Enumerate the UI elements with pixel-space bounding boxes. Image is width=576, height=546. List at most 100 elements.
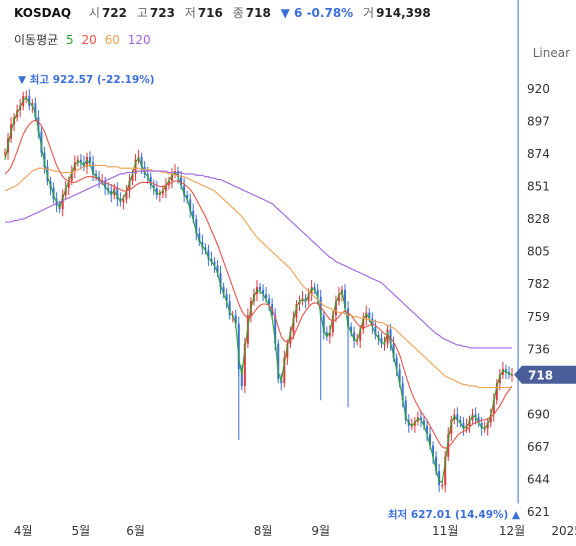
candle-body [435,456,438,471]
x-tick-label: 9월 [311,524,330,538]
candle-body [432,445,435,457]
candle-body [292,318,295,333]
candle-body [380,337,383,344]
candle-body [161,190,164,194]
y-tick-label: 874 [527,147,550,161]
ma-60-line [4,164,512,389]
candle-body [468,420,471,426]
candle-body [92,162,95,174]
y-tick-label: 920 [527,82,550,96]
candle-body [392,343,395,358]
candle-body [319,296,322,316]
y-tick-label: 805 [527,245,550,259]
candle-body [386,329,389,344]
volume-label: 거 [363,6,375,20]
candle-body [192,210,195,220]
candle-body [325,332,328,337]
candle-body [134,159,137,174]
candle-body [495,383,498,401]
ma-60-label: 60 [104,33,120,47]
y-tick-label: 828 [527,212,550,226]
candle-body [486,422,489,429]
candle-body [131,173,134,181]
candle-body [501,369,504,375]
ma-5-label: 5 [66,33,74,47]
ma-5-line [4,96,513,484]
candle-body [347,308,350,327]
candle-body [511,374,513,376]
candle-body [237,323,240,370]
candle-body [337,294,340,302]
candle-body [286,343,289,358]
candle-body [167,180,170,186]
last-price-label: 718 [528,368,553,382]
candle-body [350,326,353,333]
candle-body [140,156,143,167]
x-tick-label: 8월 [254,524,273,538]
candle-body [85,156,88,167]
candle-body [389,329,392,344]
candle-body [429,434,432,446]
candle-body [73,162,76,172]
candle-body [277,343,280,380]
candle-body [34,103,37,118]
candle-body [225,294,228,302]
candle-body [489,414,492,423]
moving-average-title: 이동평균 [14,33,59,47]
candle-body [474,414,477,418]
candle-body [359,329,362,341]
candle-body [158,193,161,196]
x-tick-label: 4월 [14,524,33,538]
ma-120-label: 120 [127,33,151,47]
candle-body [274,315,277,344]
candle-body [459,420,462,423]
candle-body [368,312,371,319]
low-value: 716 [197,6,223,20]
ma-20-line [4,119,513,449]
candle-body [480,422,483,429]
y-tick-label: 621 [527,505,550,519]
candle-body [374,326,377,336]
candle-body [4,152,6,154]
candle-body [262,289,265,295]
candle-body [441,485,444,487]
candle-body [89,156,92,163]
candle-body [450,420,453,435]
candle-body [170,173,173,181]
candle-body [207,250,210,259]
candle-body [155,188,158,196]
candle-body [164,185,167,191]
candle-body [471,414,474,421]
y-tick-label: 851 [527,180,550,194]
high-label: 고 [136,6,148,20]
candle-body [189,199,192,211]
candle-body [425,425,428,435]
candle-body [334,301,337,316]
candle-body [498,374,501,384]
candle-body [477,417,480,423]
last-price-badge [514,365,576,384]
x-tick-label: 2025 [551,524,576,538]
candle-body [268,298,271,305]
candle-body [453,414,456,421]
candle-body [371,318,374,327]
scale-mode-toggle[interactable]: Linear [532,46,570,60]
x-tick-label: 5월 [72,524,91,538]
candle-body [180,176,183,186]
y-tick-label: 690 [527,407,550,421]
candle-body [128,180,131,191]
candle-body [365,312,368,319]
y-tick-label: 759 [527,310,550,324]
moving-average-legend[interactable]: 이동평균 5 20 60 120 [14,31,155,48]
volume-value: 914,398 [376,6,431,20]
candle-body [240,369,243,387]
candle-body [146,173,149,177]
y-tick-label: 736 [527,342,550,356]
y-tick-label: 782 [527,277,550,291]
candle-body [265,294,268,299]
candle-body [307,294,310,302]
candle-body [404,400,407,421]
open-value: 722 [101,6,127,20]
